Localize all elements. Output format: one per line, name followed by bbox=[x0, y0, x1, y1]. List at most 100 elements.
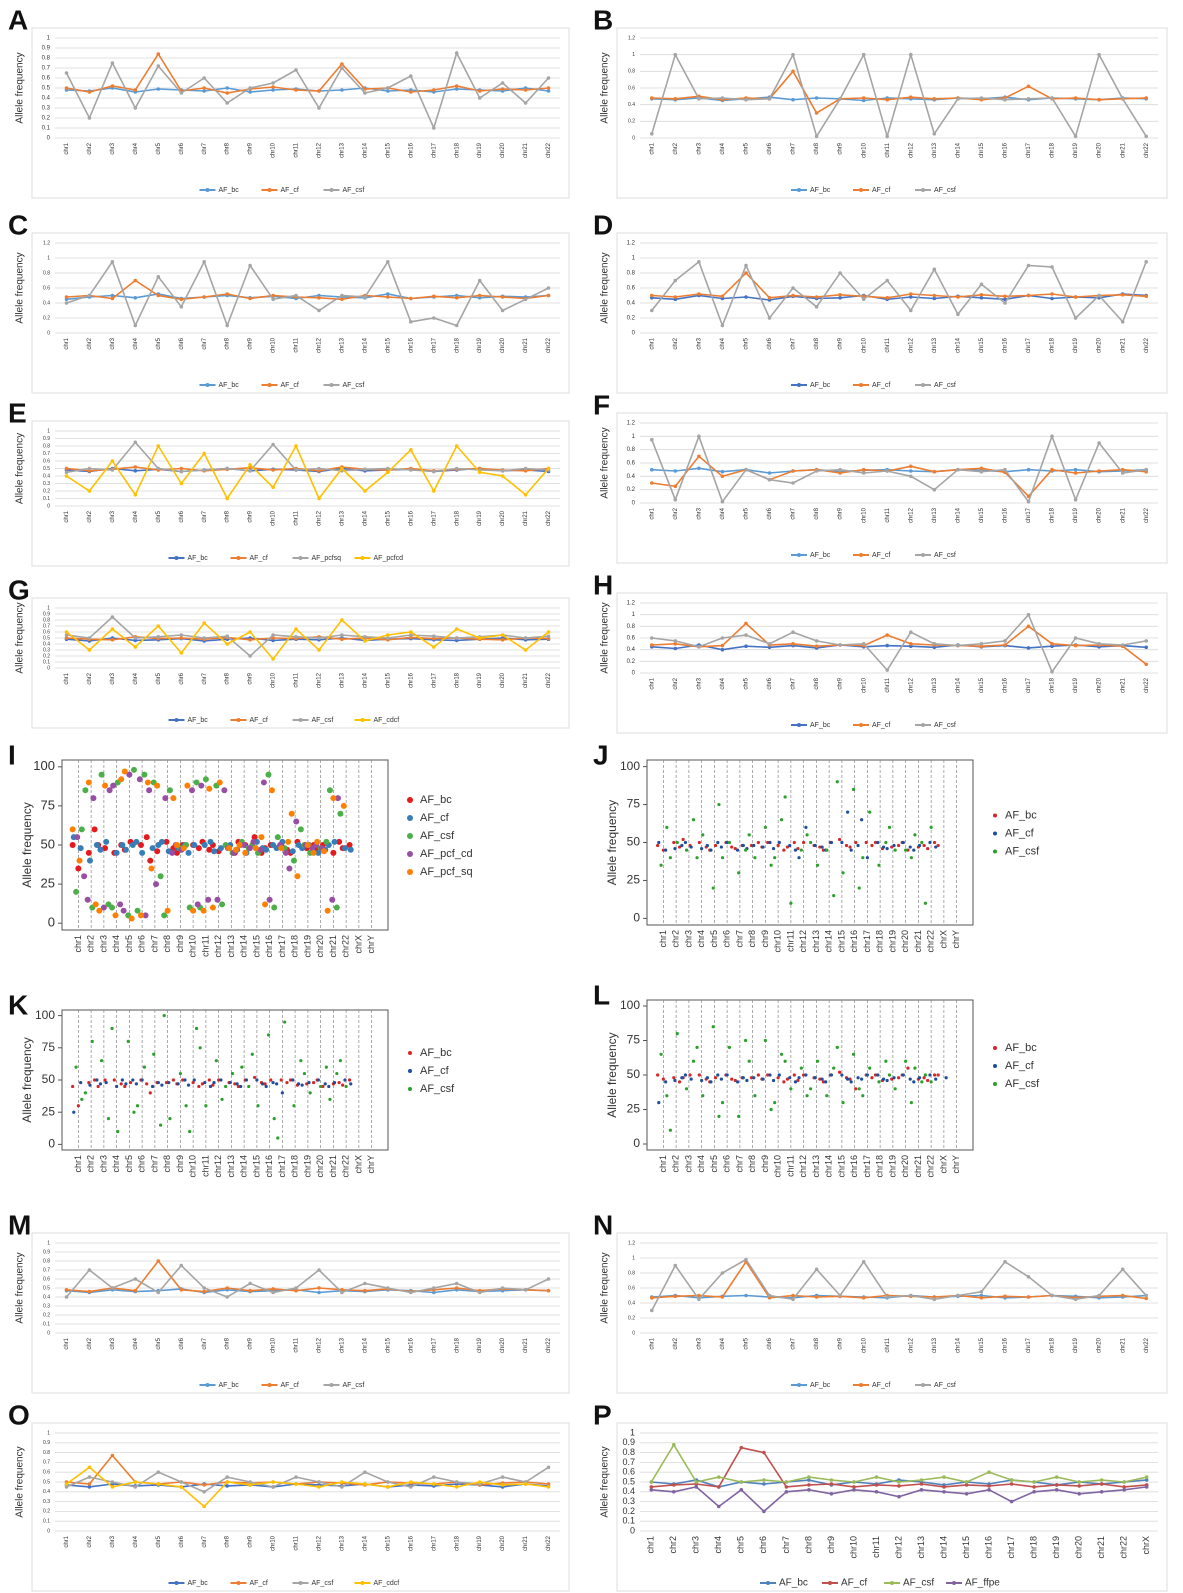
point bbox=[717, 1114, 721, 1118]
x-tick-label: chr15 bbox=[385, 1535, 391, 1551]
x-tick-label: chr17 bbox=[1026, 677, 1032, 693]
x-tick-label: chr13 bbox=[932, 337, 938, 353]
x-tick-label: chr4 bbox=[720, 337, 726, 349]
point bbox=[815, 863, 820, 867]
x-tick-label: chr16 bbox=[408, 142, 414, 158]
point bbox=[96, 1084, 100, 1089]
x-tick-label: chr10 bbox=[271, 1535, 277, 1551]
x-tick-label: chr3 bbox=[110, 1535, 116, 1547]
x-tick-label: chr22 bbox=[1144, 677, 1150, 693]
x-tick-label: chr18 bbox=[1050, 337, 1056, 353]
x-tick-label: chr21 bbox=[328, 935, 338, 958]
y-tick-label: 0 bbox=[633, 911, 640, 925]
legend-dot bbox=[921, 383, 925, 387]
point bbox=[137, 912, 144, 919]
x-tick-label: chr3 bbox=[98, 1155, 108, 1173]
point bbox=[913, 1066, 917, 1070]
point bbox=[785, 845, 790, 849]
y-tick-label: 0.4 bbox=[627, 301, 636, 307]
point bbox=[120, 1078, 124, 1082]
point bbox=[112, 912, 119, 919]
x-tick-label: chr1 bbox=[73, 935, 83, 953]
x-tick-label: chr4 bbox=[720, 142, 726, 154]
point bbox=[908, 1077, 912, 1081]
x-tick-label: chr4 bbox=[720, 507, 726, 519]
x-tick-label: chr21 bbox=[1120, 677, 1126, 693]
plot-frame bbox=[61, 1009, 389, 1151]
point bbox=[799, 1066, 803, 1070]
point bbox=[211, 1083, 215, 1087]
point bbox=[288, 810, 295, 817]
x-tick-label: chr21 bbox=[523, 510, 529, 526]
x-tick-label: chr16 bbox=[849, 930, 859, 953]
point bbox=[185, 849, 192, 856]
point bbox=[747, 1059, 751, 1063]
x-tick-label: chr9 bbox=[838, 1337, 844, 1349]
point bbox=[293, 818, 300, 825]
y-tick-label: 0.5 bbox=[43, 466, 50, 472]
point bbox=[159, 1123, 163, 1127]
point bbox=[236, 842, 243, 848]
x-tick-label: chr22 bbox=[341, 1155, 351, 1178]
point bbox=[936, 1073, 940, 1077]
x-tick-label: chr3 bbox=[696, 337, 702, 349]
x-tick-label: chr5 bbox=[156, 510, 162, 522]
point bbox=[110, 1026, 114, 1031]
x-tick-label: chr4 bbox=[133, 337, 139, 349]
point bbox=[851, 787, 856, 791]
point bbox=[668, 1128, 672, 1132]
plot-frame bbox=[31, 1232, 570, 1394]
point bbox=[841, 1101, 845, 1105]
y-tick-label: 0.8 bbox=[627, 624, 636, 630]
x-tick-label: chr12 bbox=[798, 1155, 808, 1178]
x-tick-label: chr15 bbox=[251, 935, 261, 958]
x-tick-label: chr11 bbox=[294, 1535, 300, 1550]
point bbox=[928, 840, 932, 845]
point bbox=[854, 840, 858, 845]
legend-label: AF_bc bbox=[810, 722, 831, 729]
y-tick-label: 0.1 bbox=[42, 126, 51, 132]
x-tick-label: chr11 bbox=[200, 935, 210, 957]
point bbox=[169, 849, 176, 856]
x-tick-label: chr10 bbox=[271, 510, 277, 526]
x-tick-label: chr13 bbox=[340, 142, 346, 158]
point bbox=[741, 843, 745, 848]
x-tick-label: chr8 bbox=[803, 1536, 813, 1554]
y-tick-label: 0 bbox=[48, 915, 55, 930]
point bbox=[689, 1077, 693, 1081]
x-tick-label: chr11 bbox=[785, 1155, 795, 1177]
y-tick-label: 100 bbox=[620, 759, 640, 773]
point bbox=[832, 894, 836, 898]
point bbox=[217, 845, 224, 852]
point bbox=[162, 795, 169, 802]
x-tick-label: chr18 bbox=[454, 672, 460, 688]
x-tick-label: chr22 bbox=[546, 1337, 552, 1353]
x-tick-label: chr5 bbox=[744, 1337, 750, 1349]
y-tick-label: 0.8 bbox=[43, 443, 50, 449]
x-tick-label: chr21 bbox=[523, 1337, 529, 1353]
x-tick-label: chr21 bbox=[913, 1155, 923, 1178]
legend-label: AF_cf bbox=[420, 812, 450, 824]
legend-dot bbox=[329, 1383, 334, 1387]
point bbox=[932, 840, 937, 845]
point bbox=[191, 1080, 195, 1085]
x-tick-label: chr1 bbox=[658, 930, 668, 948]
legend-label: AF_csf bbox=[312, 717, 334, 724]
x-tick-label: chr19 bbox=[1073, 1337, 1079, 1353]
point bbox=[268, 787, 275, 794]
x-tick-label: chr12 bbox=[317, 510, 323, 526]
point bbox=[683, 1073, 688, 1077]
point bbox=[818, 1077, 822, 1081]
point bbox=[725, 840, 729, 845]
y-tick-label: 0 bbox=[630, 1525, 635, 1535]
point bbox=[684, 1087, 689, 1091]
point bbox=[700, 846, 704, 851]
y-tick-label: 50 bbox=[41, 836, 55, 851]
x-tick-label: chr8 bbox=[225, 1337, 231, 1349]
x-tick-label: chr11 bbox=[294, 142, 300, 157]
x-tick-label: chr14 bbox=[362, 337, 368, 353]
legend-dot bbox=[236, 556, 241, 560]
point bbox=[689, 845, 693, 849]
point bbox=[226, 845, 233, 852]
x-tick-label: chr2 bbox=[673, 337, 679, 349]
